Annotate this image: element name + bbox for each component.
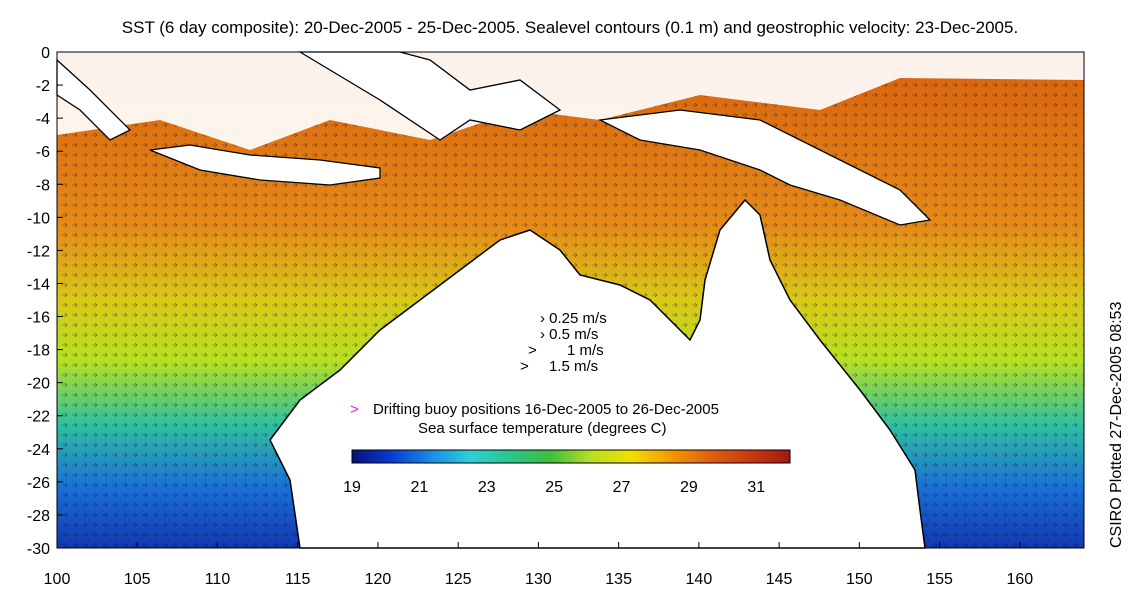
colorbar-ticks: 19 21 23 25 27 29 31: [343, 479, 765, 496]
y-tick-label: -4: [36, 111, 50, 128]
y-tick-label: -24: [27, 442, 50, 459]
chart-title: SST (6 day composite): 20-Dec-2005 - 25-…: [121, 18, 1019, 37]
y-tick-label: -16: [27, 310, 50, 327]
colorbar-tick-label: 29: [680, 479, 698, 496]
x-tick-label: 125: [445, 571, 472, 588]
y-tick-label: -22: [27, 409, 50, 426]
x-tick-label: 115: [285, 571, 311, 588]
x-tick-label: 130: [525, 571, 552, 588]
y-tick-label: -26: [27, 475, 50, 492]
buoy-label: Drifting buoy positions 16-Dec-2005 to 2…: [372, 401, 719, 418]
velocity-legend-2: > 1 m/s: [528, 342, 604, 359]
velocity-label: 0.5 m/s: [549, 326, 599, 343]
colorbar-tick-label: 25: [545, 479, 563, 496]
y-tick-label: 0: [41, 45, 50, 62]
x-tick-label: 160: [1006, 571, 1033, 588]
colorbar-tick-label: 19: [343, 479, 361, 496]
velocity-glyph: >: [528, 342, 537, 359]
y-tick-label: -20: [27, 376, 50, 393]
colorbar-tick-label: 21: [410, 479, 428, 496]
velocity-label: 1.5 m/s: [548, 358, 599, 375]
x-tick-label: 135: [605, 571, 632, 588]
colorbar-tick-label: 27: [613, 479, 631, 496]
velocity-glyph: >: [520, 358, 529, 375]
colorbar-gradient: [351, 449, 791, 464]
y-tick-label: -14: [27, 276, 50, 293]
java-island: [149, 144, 381, 186]
x-tick-label: 100: [44, 571, 71, 588]
y-axis-ticks: 0 -2 -4 -6 -8 -10 -12 -14 -16 -18 -20 -22 -24 -26 -28 -…: [27, 45, 63, 558]
y-tick-label: -18: [27, 343, 50, 360]
colorbar-title: Sea surface temperature (degrees C): [418, 420, 667, 437]
velocity-legend-1: › 0.5 m/s: [540, 326, 598, 343]
x-tick-label: 110: [205, 571, 231, 588]
new-guinea: [597, 109, 932, 226]
y-tick-label: -8: [36, 177, 50, 194]
y-tick-label: -12: [27, 243, 50, 260]
plot-credit: CSIRO Plotted 27-Dec-2005 08:53: [1108, 301, 1125, 548]
cloud-patch: [57, 52, 1084, 150]
y-tick-label: -30: [27, 541, 50, 558]
x-tick-label: 155: [926, 571, 953, 588]
y-tick-label: -2: [36, 78, 50, 95]
x-axis-ticks: 100 105 110 115 120 125 130 135 140 145 150 155 160: [44, 542, 1033, 588]
x-tick-label: 140: [686, 571, 713, 588]
colorbar-tick-label: 31: [747, 479, 765, 496]
plot-frame: [56, 51, 1085, 549]
buoy-legend: > Drifting buoy positions 16-Dec-2005 to…: [350, 401, 719, 418]
velocity-glyph: ›: [540, 326, 545, 343]
velocity-legend-0: › 0.25 m/s: [540, 310, 607, 327]
borneo-sulawesi: [297, 51, 562, 141]
colorbar-tick-label: 23: [478, 479, 496, 496]
buoy-symbol-icon: >: [350, 401, 359, 418]
x-tick-label: 120: [365, 571, 392, 588]
colorbar: 19 21 23 25 27 29 31: [343, 449, 791, 496]
y-tick-label: -6: [36, 144, 50, 161]
velocity-label: 1 m/s: [566, 342, 604, 359]
y-tick-label: -28: [27, 508, 50, 525]
x-tick-label: 105: [124, 571, 151, 588]
x-tick-label: 150: [846, 571, 873, 588]
velocity-legend-3: > 1.5 m/s: [520, 358, 598, 375]
plot-area: [56, 51, 1085, 549]
y-tick-label: -10: [27, 210, 50, 227]
x-tick-label: 145: [766, 571, 793, 588]
velocity-label: 0.25 m/s: [549, 310, 607, 327]
velocity-glyph: ›: [540, 310, 545, 327]
